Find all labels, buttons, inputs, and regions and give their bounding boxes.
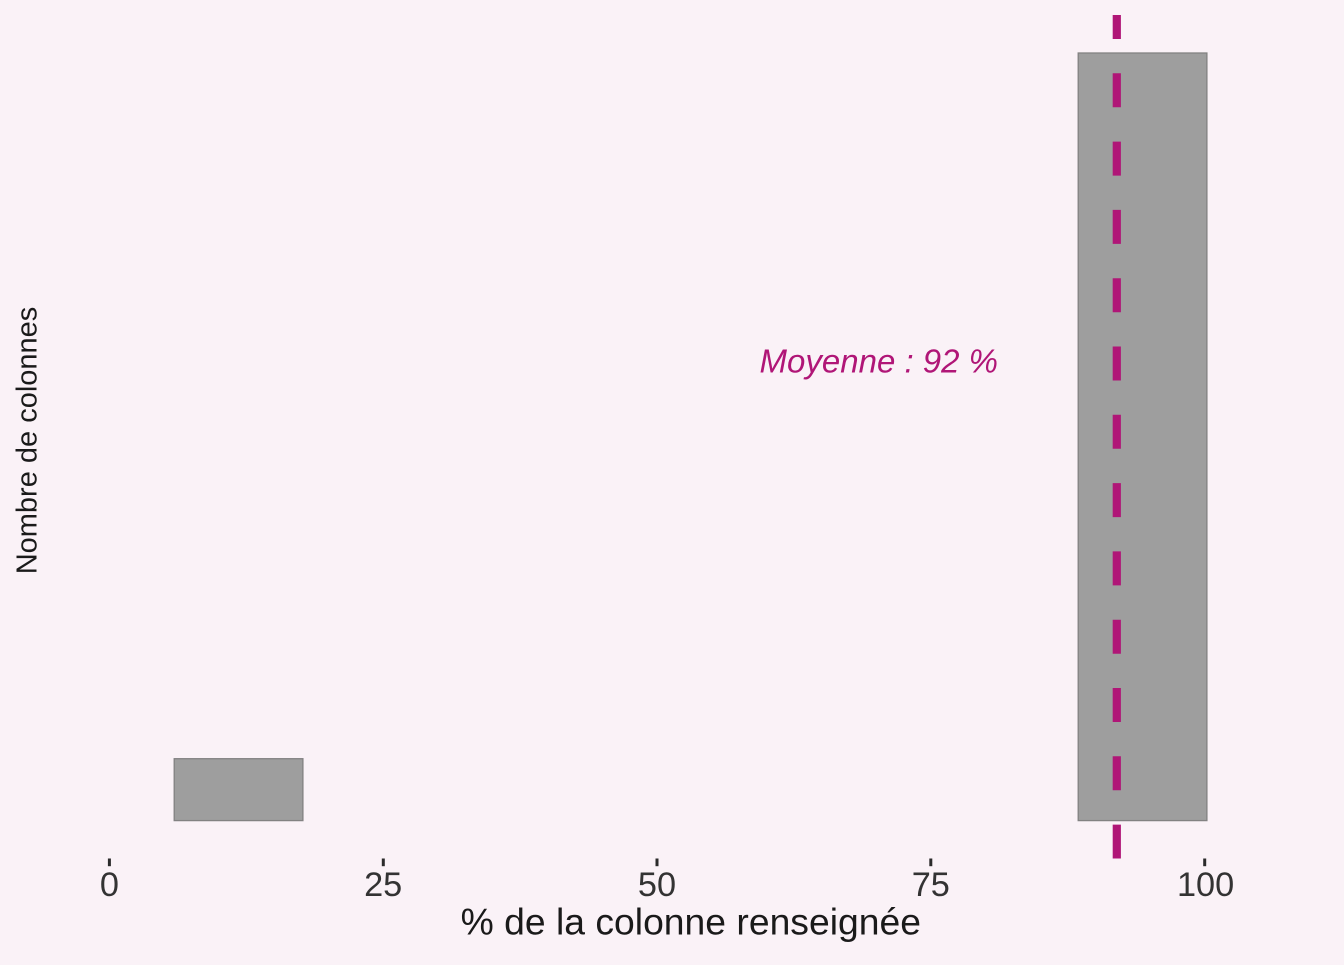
svg-text:Moyenne : 92 %: Moyenne : 92 % [760,342,998,379]
svg-text:50: 50 [638,866,676,904]
svg-text:75: 75 [912,866,950,904]
svg-text:100: 100 [1177,866,1234,904]
svg-text:% de la colonne renseignée: % de la colonne renseignée [461,900,921,942]
svg-text:0: 0 [100,866,119,904]
svg-text:25: 25 [364,866,402,904]
svg-text:Nombre de colonnes: Nombre de colonnes [12,307,44,575]
